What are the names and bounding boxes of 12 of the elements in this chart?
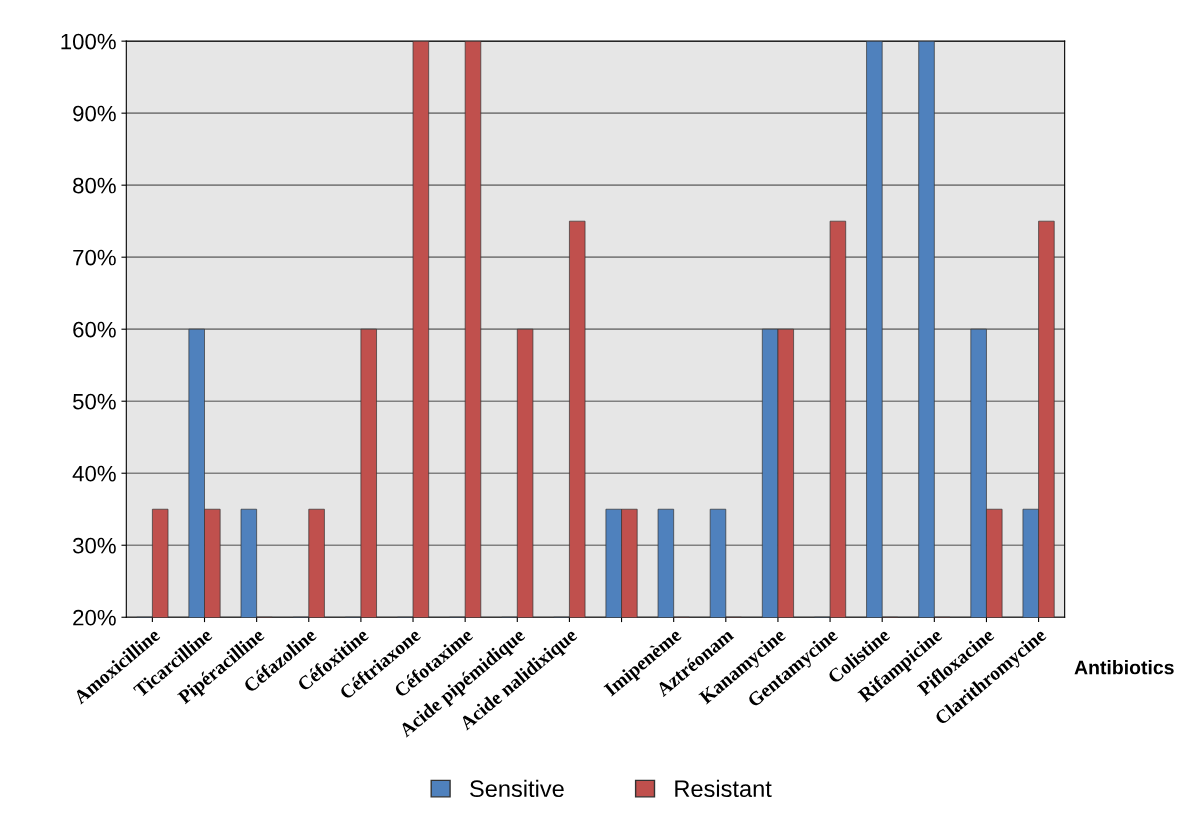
y-tick-label: 50% [73, 393, 116, 410]
y-tick-label: 80% [73, 177, 116, 194]
y-tick-label: 70% [73, 249, 116, 266]
x-axis-title: Antibiotics [1074, 660, 1174, 675]
y-tick-label: 30% [72, 537, 116, 554]
y-tick-label: 100% [61, 33, 116, 50]
legend-label: Resistant [675, 779, 772, 798]
y-tick-label: 60% [73, 321, 116, 338]
y-tick-label: 20% [73, 609, 116, 626]
y-tick-label: 40% [72, 465, 116, 482]
legend-label: Sensitive [470, 779, 564, 798]
y-tick-label: 90% [73, 105, 116, 122]
